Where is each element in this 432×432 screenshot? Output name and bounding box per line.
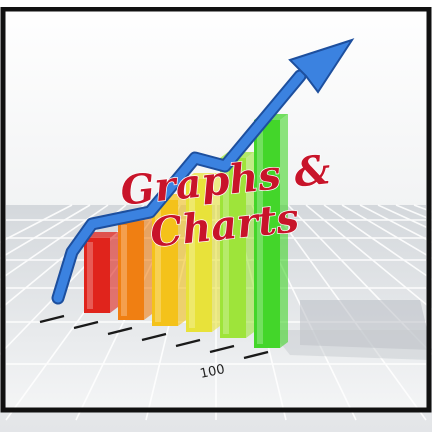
- axis-tick-label-100: 100: [199, 362, 226, 382]
- grid-line: [0, 204, 109, 281]
- bar-front: [118, 221, 144, 320]
- bar-shadow: [300, 300, 432, 350]
- bar-front: [254, 120, 280, 348]
- bar-shadow: [270, 330, 430, 360]
- bar-front: [84, 238, 110, 313]
- bar-highlight: [189, 183, 195, 328]
- bar: [186, 173, 220, 332]
- trend-arrow-line: [53, 71, 305, 303]
- axis-tick: [243, 350, 269, 360]
- axis-tick: [175, 338, 201, 348]
- bar: [84, 232, 118, 313]
- bar-highlight: [155, 204, 161, 322]
- grid-line: [305, 204, 432, 311]
- grid-line: [341, 204, 432, 260]
- bar-highlight: [223, 162, 229, 334]
- bar: [254, 114, 288, 348]
- bar: [118, 215, 152, 320]
- axis-tick: [209, 344, 235, 354]
- bar-side: [246, 152, 254, 338]
- bar-front: [186, 179, 212, 332]
- bar: [220, 152, 254, 338]
- bar-highlight: [121, 225, 127, 316]
- bar-top: [186, 173, 220, 179]
- bar-side: [178, 194, 186, 326]
- frame-top-margin: [0, 0, 432, 7]
- trend-arrow-head: [288, 38, 355, 94]
- grid-line: [0, 204, 91, 260]
- bar-side: [110, 232, 118, 313]
- axis-tick: [39, 314, 65, 324]
- axis-tick: [107, 326, 133, 336]
- frame-border: [0, 6, 432, 413]
- bar-highlight: [257, 124, 263, 344]
- grid-line: [323, 204, 432, 281]
- bar-front: [220, 158, 246, 338]
- axis-ticks: [39, 314, 269, 360]
- axis-tick: [73, 320, 99, 330]
- axis-tick: [141, 332, 167, 342]
- bar-group: [84, 114, 288, 348]
- bar-side: [280, 114, 288, 348]
- bar-highlight: [87, 242, 93, 309]
- bar-side: [212, 173, 220, 332]
- bar-front: [152, 200, 178, 326]
- bar-side: [144, 215, 152, 320]
